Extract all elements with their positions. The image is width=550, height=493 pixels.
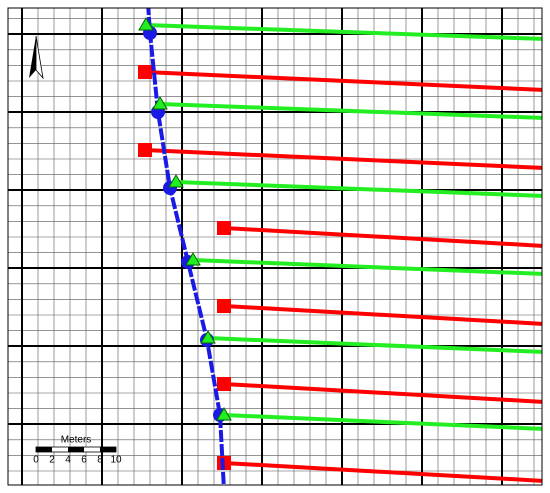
green-line — [145, 23, 542, 41]
green-line — [207, 336, 542, 354]
red-line — [223, 382, 542, 404]
green-line — [159, 102, 542, 120]
scale-label: 6 — [81, 455, 87, 466]
red-square — [138, 143, 152, 157]
scale-label: 4 — [65, 455, 71, 466]
red-line — [144, 148, 542, 170]
scale-label: 2 — [49, 455, 55, 466]
north-arrow — [29, 35, 44, 80]
blue-line — [146, 8, 226, 485]
green-triangle — [216, 407, 232, 421]
red-square — [138, 65, 152, 79]
scale-label: 0 — [33, 455, 39, 466]
green-triangle — [152, 96, 168, 110]
red-line — [223, 226, 542, 248]
green-triangle — [185, 252, 201, 266]
map-frame — [7, 7, 543, 486]
green-triangle — [168, 174, 184, 188]
scale-bar: Meters 0 2 4 6 8 10 — [33, 435, 122, 466]
scale-label: 8 — [97, 455, 103, 466]
green-triangle — [138, 17, 154, 31]
scale-label: 10 — [110, 455, 122, 466]
features — [138, 8, 542, 485]
red-line — [223, 461, 542, 483]
red-line — [144, 70, 542, 92]
green-line — [175, 180, 542, 198]
red-line — [223, 304, 542, 326]
scale-title: Meters — [61, 435, 92, 446]
red-square — [217, 221, 231, 235]
red-square — [217, 377, 231, 391]
green-triangle — [200, 330, 216, 344]
green-line — [192, 258, 542, 276]
green-line — [223, 413, 542, 431]
red-square — [217, 299, 231, 313]
